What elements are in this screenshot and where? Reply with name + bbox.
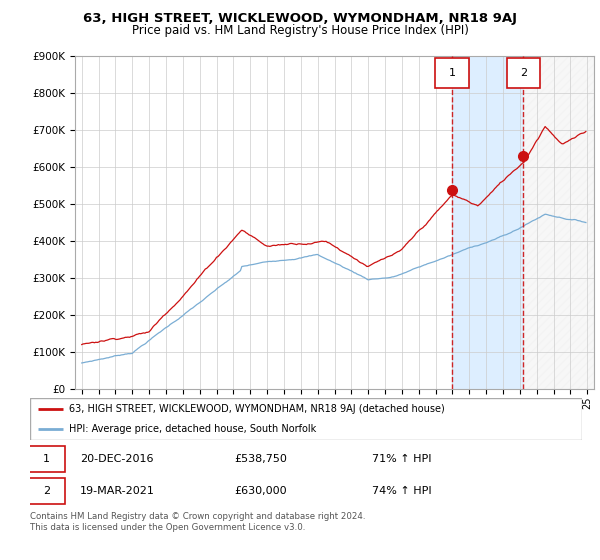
Text: £538,750: £538,750 [234,454,287,464]
Text: 63, HIGH STREET, WICKLEWOOD, WYMONDHAM, NR18 9AJ: 63, HIGH STREET, WICKLEWOOD, WYMONDHAM, … [83,12,517,25]
Text: HPI: Average price, detached house, South Norfolk: HPI: Average price, detached house, Sout… [68,424,316,433]
Text: Contains HM Land Registry data © Crown copyright and database right 2024.
This d: Contains HM Land Registry data © Crown c… [30,512,365,532]
Text: 1: 1 [43,454,50,464]
FancyBboxPatch shape [28,446,65,472]
FancyBboxPatch shape [28,478,65,504]
Text: 71% ↑ HPI: 71% ↑ HPI [372,454,432,464]
Bar [452,56,523,389]
FancyBboxPatch shape [506,58,540,88]
Text: 20-DEC-2016: 20-DEC-2016 [80,454,153,464]
Text: 1: 1 [448,68,455,78]
Text: £630,000: £630,000 [234,486,287,496]
FancyBboxPatch shape [30,398,582,440]
FancyBboxPatch shape [435,58,469,88]
Text: 2: 2 [520,68,527,78]
Text: 63, HIGH STREET, WICKLEWOOD, WYMONDHAM, NR18 9AJ (detached house): 63, HIGH STREET, WICKLEWOOD, WYMONDHAM, … [68,404,445,413]
Bar [523,56,594,389]
Text: Price paid vs. HM Land Registry's House Price Index (HPI): Price paid vs. HM Land Registry's House … [131,24,469,36]
Text: 74% ↑ HPI: 74% ↑ HPI [372,486,432,496]
Text: 2: 2 [43,486,50,496]
Text: 19-MAR-2021: 19-MAR-2021 [80,486,155,496]
